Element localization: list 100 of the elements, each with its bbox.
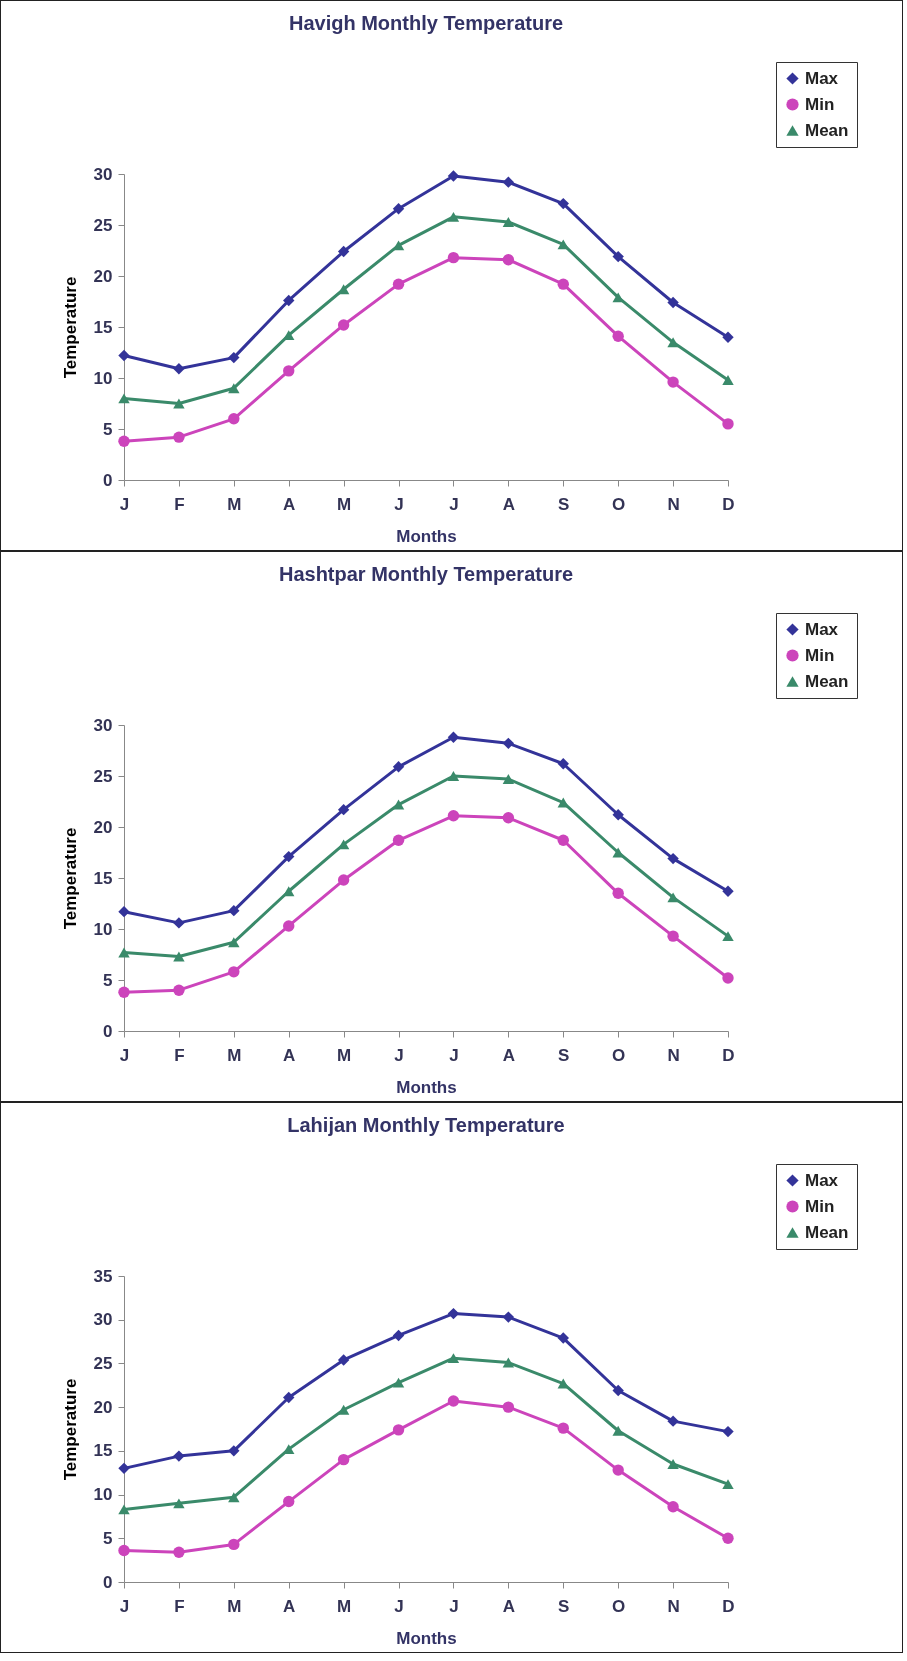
point [447, 170, 460, 182]
point [502, 737, 515, 750]
point [447, 731, 460, 743]
y-tick-label: 15 [93, 868, 113, 888]
point [118, 905, 130, 918]
x-tick-label: A [502, 1045, 515, 1065]
point [557, 239, 569, 250]
point [667, 852, 679, 865]
y-tick-label: 25 [93, 766, 113, 786]
y-tick-label: 10 [93, 919, 113, 939]
y-tick-label: 10 [93, 1485, 113, 1505]
x-tick-label: M [227, 494, 242, 514]
point [392, 1424, 405, 1436]
point [337, 245, 350, 258]
point [283, 330, 295, 341]
point [337, 874, 350, 886]
point [283, 365, 295, 377]
x-tick-label: J [394, 494, 404, 514]
point [667, 296, 679, 309]
point [392, 1377, 405, 1388]
point [173, 951, 185, 962]
point [118, 393, 130, 404]
point [612, 292, 624, 303]
point [118, 986, 130, 998]
point [502, 812, 515, 824]
y-tick-label: 20 [93, 1397, 113, 1417]
point [557, 1422, 569, 1434]
point [667, 337, 679, 348]
x-tick-label: M [227, 1045, 242, 1065]
x-tick-label: F [174, 1596, 185, 1616]
point [722, 1532, 734, 1544]
y-tick-label: 20 [93, 266, 113, 286]
point [392, 799, 405, 810]
point [722, 972, 734, 984]
point [612, 1425, 624, 1436]
x-tick-label: F [174, 494, 185, 514]
x-tick-label: J [449, 1596, 459, 1616]
point [173, 363, 185, 375]
x-tick-label: M [337, 1045, 352, 1065]
x-tick-label: J [119, 1045, 130, 1065]
y-tick-label: 25 [93, 215, 113, 235]
point [557, 1332, 569, 1344]
point [173, 431, 185, 443]
x-axis-title: Months [396, 526, 457, 546]
x-tick-label: A [283, 494, 296, 514]
point [392, 278, 405, 290]
point [502, 774, 515, 784]
x-tick-label: D [722, 494, 735, 514]
x-tick-label: J [119, 494, 130, 514]
x-axis-title: Months [396, 1628, 457, 1648]
point [722, 375, 734, 385]
x-tick-label: M [227, 1596, 242, 1616]
x-tick-label: J [449, 494, 459, 514]
point [337, 803, 350, 816]
point [173, 984, 185, 996]
point [228, 904, 240, 917]
x-tick-label: N [667, 494, 680, 514]
x-tick-label: S [558, 494, 570, 514]
point [228, 937, 240, 948]
point [502, 1401, 515, 1413]
point [173, 1546, 185, 1558]
point [283, 920, 295, 932]
x-tick-label: S [558, 1045, 570, 1065]
point [447, 810, 460, 822]
point [722, 931, 734, 942]
y-tick-label: 20 [93, 817, 113, 837]
legend-label: Mean [805, 120, 849, 140]
point [283, 1495, 295, 1508]
point [447, 771, 460, 781]
x-tick-label: A [283, 1596, 296, 1616]
y-tick-label: 10 [93, 368, 113, 388]
point [557, 797, 569, 808]
point [118, 1462, 130, 1475]
legend-label: Min [805, 645, 835, 665]
point [392, 202, 405, 215]
x-tick-label: J [394, 1045, 404, 1065]
x-tick-label: A [502, 1596, 515, 1616]
chart-title: Lahijan Monthly Temperature [287, 1113, 565, 1136]
point [447, 1353, 460, 1364]
point [283, 886, 295, 897]
point [722, 418, 734, 430]
point [283, 294, 295, 307]
point [173, 1450, 185, 1462]
point [228, 351, 240, 364]
x-tick-label: M [337, 494, 352, 514]
point [228, 383, 240, 394]
point [118, 435, 130, 447]
point [557, 758, 569, 770]
x-tick-label: A [502, 494, 515, 514]
point [667, 1415, 679, 1427]
x-tick-label: F [174, 1045, 185, 1065]
point [612, 250, 624, 263]
legend-label: Max [805, 68, 839, 88]
x-tick-label: N [667, 1045, 680, 1065]
legend-label: Mean [805, 671, 849, 691]
point [118, 1544, 130, 1557]
point [118, 1504, 130, 1515]
y-tick-label: 30 [93, 164, 113, 184]
y-tick-label: 15 [93, 317, 113, 337]
point [612, 809, 624, 821]
